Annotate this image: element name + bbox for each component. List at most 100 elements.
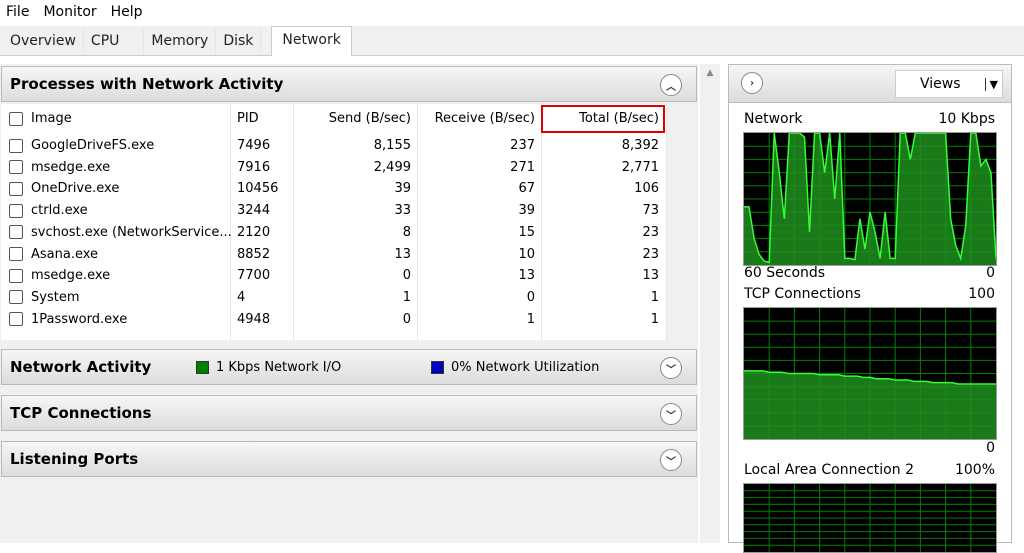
expand-right-icon[interactable]: › (741, 72, 763, 94)
tab-bar: Overview CPU Memory Disk Network (0, 26, 1024, 56)
tab-network[interactable]: Network (271, 26, 352, 56)
cell: 33 (394, 203, 411, 219)
row-checkbox[interactable] (9, 181, 23, 196)
row-checkbox[interactable] (9, 111, 23, 126)
expand-icon[interactable]: ﹀ (660, 449, 682, 471)
io-swatch (196, 360, 209, 374)
cell: 2120 (237, 224, 271, 240)
row-checkbox[interactable] (9, 203, 23, 218)
tcp-section-header[interactable]: TCP Connections ﹀ (1, 395, 697, 431)
cell: 106 (634, 181, 659, 197)
tab-overview[interactable]: Overview (3, 28, 84, 55)
network-activity-section-header[interactable]: Network Activity 1 Kbps Network I/O 0% N… (1, 349, 697, 385)
graph-area (744, 370, 996, 439)
left-panel: Processes with Network Activity ︿ Image P… (0, 64, 698, 543)
cell: 10456 (237, 181, 279, 197)
table-row[interactable]: ctrld.exe 3244 33 39 73 (1, 200, 667, 221)
views-dropdown[interactable]: Views ▼ (895, 70, 1003, 98)
cell: 67 (518, 181, 535, 197)
lan-graph-label: Local Area Connection 2 (744, 462, 914, 478)
dropdown-arrow-icon[interactable]: ▼ (984, 77, 998, 91)
cell: 271 (510, 159, 535, 175)
cell: 1 (650, 289, 659, 305)
column-header[interactable]: Send (B/sec) (328, 111, 411, 126)
table-row[interactable]: msedge.exe 7700 0 13 13 (1, 265, 667, 286)
menu-file[interactable]: File (6, 4, 30, 20)
row-checkbox[interactable] (9, 268, 23, 283)
cell: 8,155 (373, 138, 411, 153)
row-checkbox[interactable] (9, 160, 23, 175)
table-row[interactable]: Asana.exe 8852 13 10 23 (1, 244, 667, 265)
cell: 0 (402, 311, 411, 327)
graph-line (744, 133, 996, 264)
scroll-up-icon[interactable]: ▲ (706, 68, 714, 78)
tcp-graph (743, 307, 997, 440)
row-checkbox[interactable] (9, 247, 23, 261)
table-row[interactable]: System 4 1 0 1 (1, 287, 667, 308)
cell: 1 (526, 311, 535, 327)
cell: System (31, 289, 80, 305)
section-title: Processes with Network Activity (10, 75, 284, 93)
views-label: Views (920, 76, 961, 92)
tcp-graph-label: TCP Connections (744, 286, 861, 302)
column-header[interactable]: Image (31, 111, 72, 126)
sorted-column-highlight (541, 105, 665, 133)
section-title: Network Activity (10, 358, 152, 376)
cell: 3244 (237, 203, 271, 219)
network-graph-min: 0 (986, 265, 995, 281)
table-row[interactable]: OneDrive.exe 10456 39 67 106 (1, 178, 667, 199)
lan-graph (743, 483, 997, 553)
tab-cpu[interactable]: CPU (84, 28, 145, 55)
table-row[interactable]: GoogleDriveFS.exe 7496 8,155 237 8,392 (1, 135, 667, 156)
cell: 4948 (237, 311, 271, 327)
tab-disk[interactable]: Disk (216, 28, 262, 55)
tab-memory[interactable]: Memory (144, 28, 217, 55)
expand-icon[interactable]: ﹀ (660, 403, 682, 425)
cell: 13 (642, 268, 659, 284)
cell: 1Password.exe (31, 311, 128, 327)
cell: 13 (394, 246, 411, 262)
table-row[interactable]: 1Password.exe 4948 0 1 1 (1, 309, 667, 330)
table-header: Image PID Send (B/sec) Receive (B/sec) Total… (1, 108, 667, 129)
scrollbar[interactable]: ▲ (700, 64, 720, 543)
cell: 4 (237, 289, 246, 305)
cell: 73 (642, 203, 659, 219)
listening-ports-section-header[interactable]: Listening Ports ﹀ (1, 441, 697, 477)
tcp-graph-max: 100 (968, 286, 995, 302)
network-graph-label: Network (744, 111, 803, 127)
column-header[interactable]: Receive (B/sec) (434, 111, 535, 126)
cell: 2,499 (373, 159, 411, 175)
cell: 8852 (237, 246, 271, 262)
cell: 1 (650, 311, 659, 327)
row-checkbox[interactable] (9, 290, 23, 305)
cell: 10 (518, 246, 535, 262)
collapse-icon[interactable]: ︿ (660, 74, 682, 96)
tcp-graph-min: 0 (986, 440, 995, 456)
table-row[interactable]: msedge.exe 7916 2,499 271 2,771 (1, 157, 667, 178)
network-graph (743, 132, 997, 266)
menu-help[interactable]: Help (110, 4, 143, 20)
column-header[interactable]: PID (237, 111, 259, 126)
network-graph-max: 10 Kbps (938, 111, 995, 127)
table-row[interactable]: svchost.exe (NetworkService... 2120 8 15 23 (1, 222, 667, 243)
cell: Asana.exe (31, 246, 99, 262)
expand-icon[interactable]: ﹀ (660, 357, 682, 379)
row-checkbox[interactable] (9, 312, 23, 327)
row-checkbox[interactable] (9, 138, 23, 153)
cell: GoogleDriveFS.exe (31, 138, 155, 153)
cell: msedge.exe (31, 268, 111, 284)
menu-monitor[interactable]: Monitor (43, 4, 97, 20)
column-header[interactable]: Total (B/sec) (579, 111, 659, 126)
row-checkbox[interactable] (9, 225, 23, 240)
processes-table: Image PID Send (B/sec) Receive (B/sec) Total… (1, 104, 667, 340)
legend-util: 0% Network Utilization (451, 359, 600, 375)
cell: 8,392 (621, 138, 659, 153)
util-swatch (431, 360, 444, 374)
graph-area (744, 133, 996, 265)
cell: 7916 (237, 159, 271, 175)
cell: 8 (402, 224, 411, 240)
cell: 15 (518, 224, 535, 240)
cell: 39 (394, 181, 411, 197)
cell: 237 (510, 138, 535, 153)
processes-section-header[interactable]: Processes with Network Activity ︿ (1, 66, 697, 102)
